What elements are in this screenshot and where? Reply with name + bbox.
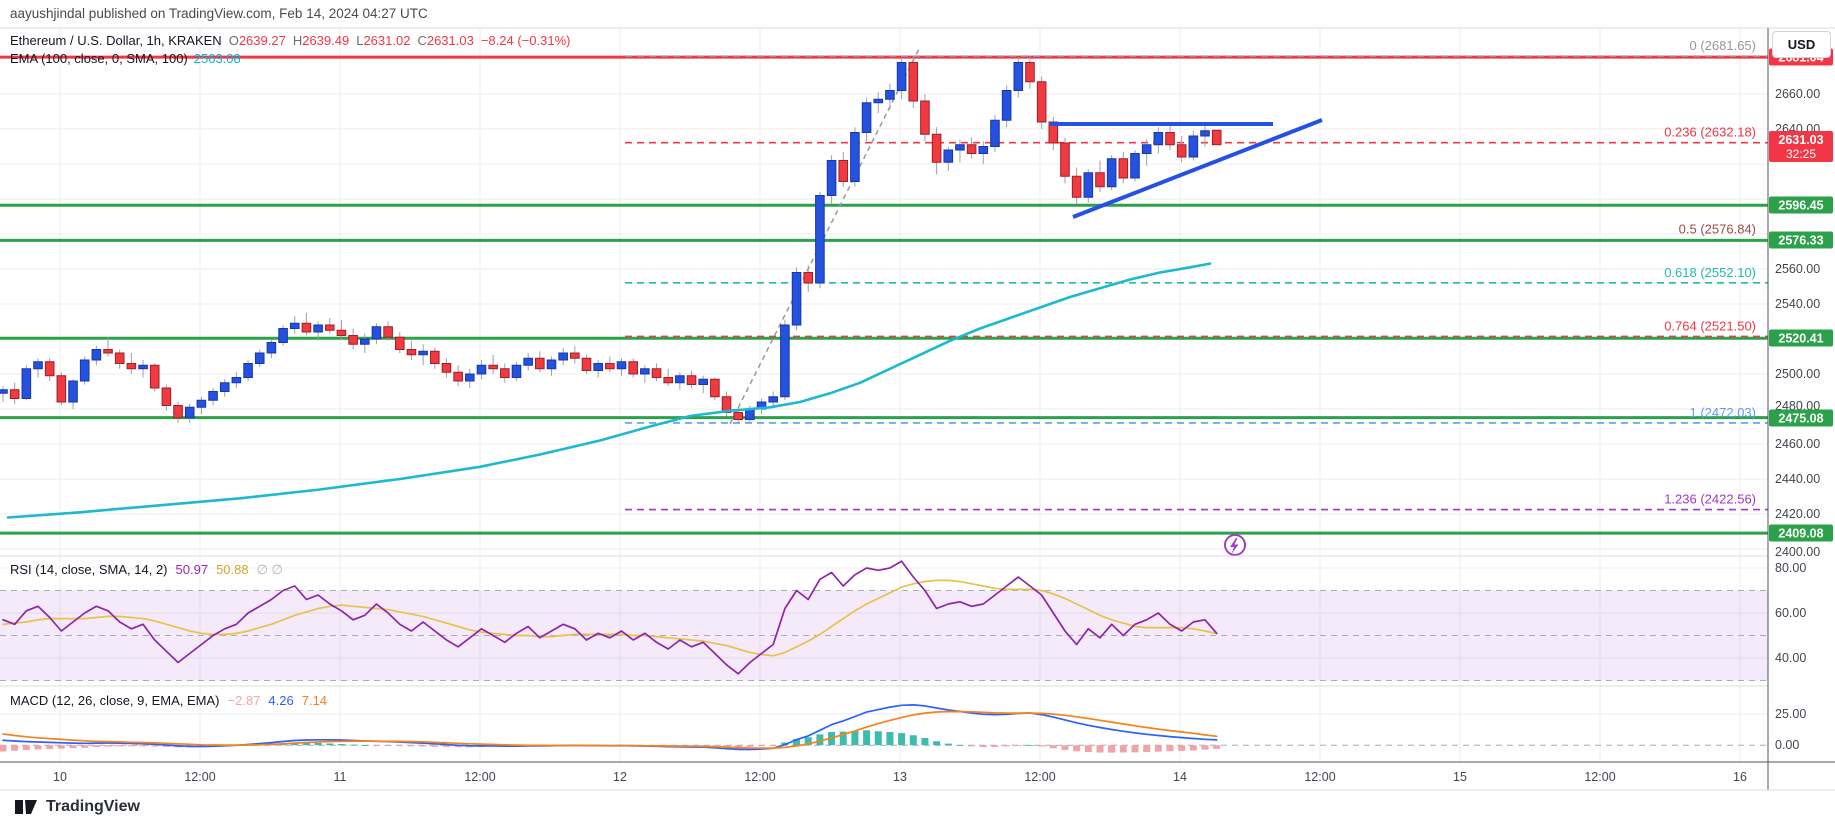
macd-signal-value: 7.14 (301, 693, 328, 708)
rsi-band (0, 590, 1768, 746)
open-label: O (228, 33, 239, 48)
svg-text:12:00: 12:00 (464, 770, 495, 784)
svg-text:12: 12 (613, 770, 627, 784)
svg-text:0.5 (2576.84): 0.5 (2576.84) (1679, 222, 1756, 237)
svg-text:11: 11 (334, 770, 347, 784)
ema-title[interactable]: EMA (100, close, 0, SMA, 100) (10, 51, 188, 66)
svg-text:2460.00: 2460.00 (1775, 437, 1820, 451)
open-value: 2639.27 (238, 33, 286, 48)
svg-text:12:00: 12:00 (1304, 770, 1335, 784)
ema-legend[interactable]: EMA (100, close, 0, SMA, 100) 2563.08 (10, 51, 241, 66)
currency-unit-button[interactable]: USD (1772, 31, 1831, 58)
price-axis[interactable]: 2660.002640.002560.002540.002500.002480.… (1775, 87, 1820, 752)
svg-text:2660.00: 2660.00 (1775, 87, 1820, 101)
rsi-title[interactable]: RSI (14, close, SMA, 14, 2) (10, 562, 168, 577)
macd-line (2, 704, 1218, 751)
macd-title[interactable]: MACD (12, 26, close, 9, EMA, EMA) (10, 693, 220, 708)
svg-text:2440.00: 2440.00 (1775, 472, 1820, 486)
symbol-title[interactable]: Ethereum / U.S. Dollar, 1h, KRAKEN (10, 33, 222, 48)
low-label: L (356, 33, 364, 48)
svg-text:2520.41: 2520.41 (1778, 332, 1823, 346)
svg-text:1.236 (2422.56): 1.236 (2422.56) (1664, 492, 1756, 507)
svg-text:2420.00: 2420.00 (1775, 507, 1820, 521)
svg-text:0.764 (2521.50): 0.764 (2521.50) (1664, 318, 1756, 333)
svg-text:16: 16 (1733, 770, 1747, 784)
svg-text:12:00: 12:00 (744, 770, 775, 784)
svg-text:13: 13 (893, 770, 907, 784)
tradingview-footer[interactable]: TradingView (14, 796, 140, 818)
rsi-empty-set-icons: ∅ ∅ (256, 562, 283, 577)
high-label: H (292, 33, 303, 48)
fib-labels: 0 (2681.65) 0.236 (2632.18) 0.5 (2576.84) 0… (1664, 38, 1756, 506)
chart-frame (0, 27, 1835, 791)
svg-text:32:25: 32:25 (1786, 147, 1816, 161)
svg-text:80.00: 80.00 (1775, 561, 1806, 575)
svg-text:1 (2472.03): 1 (2472.03) (1690, 405, 1757, 420)
rsi-smoothing-value: 50.88 (216, 562, 249, 577)
candlestick-series (0, 55, 1222, 424)
rsi-legend[interactable]: RSI (14, close, SMA, 14, 2) 50.97 50.88 ∅ ∅ (10, 562, 283, 578)
rsi-value: 50.97 (175, 562, 209, 577)
horizontal-price-lines[interactable] (0, 55, 1768, 535)
symbol-legend[interactable]: Ethereum / U.S. Dollar, 1h, KRAKEN O2639.… (10, 33, 570, 48)
macd-legend[interactable]: MACD (12, 26, close, 9, EMA, EMA) −2.87 4.… (10, 693, 327, 708)
attribution-text: aayushjindal published on TradingView.co… (10, 6, 428, 21)
macd-signal-line (2, 710, 1218, 749)
svg-text:10: 10 (53, 770, 67, 784)
svg-text:2560.00: 2560.00 (1775, 262, 1820, 276)
svg-text:12:00: 12:00 (1584, 770, 1615, 784)
svg-text:12:00: 12:00 (184, 770, 215, 784)
svg-text:40.00: 40.00 (1775, 651, 1806, 665)
svg-text:2475.08: 2475.08 (1778, 412, 1823, 426)
svg-text:12:00: 12:00 (1024, 770, 1055, 784)
grid-lines (0, 28, 1768, 762)
trend-drawings[interactable] (1050, 118, 1323, 219)
fib-retracement[interactable] (625, 55, 1768, 511)
high-value: 2639.49 (302, 33, 350, 48)
low-value: 2631.02 (363, 33, 411, 48)
svg-text:15: 15 (1453, 770, 1467, 784)
time-axis[interactable]: 10 12:00 11 12:00 12 12:00 13 12:00 14 12:00 15 12:… (53, 770, 1747, 784)
close-label: C (417, 33, 427, 48)
tradingview-brand-text: TradingView (46, 798, 140, 815)
svg-text:2631.03: 2631.03 (1778, 133, 1823, 147)
rsi-smoothing-line (2, 579, 1218, 657)
ema-value: 2563.08 (193, 51, 241, 66)
macd-line-value: 4.26 (268, 693, 294, 708)
svg-text:0.00: 0.00 (1775, 738, 1799, 752)
svg-text:2596.45: 2596.45 (1778, 199, 1823, 213)
svg-text:60.00: 60.00 (1775, 606, 1806, 620)
svg-text:2540.00: 2540.00 (1775, 297, 1820, 311)
rsi-line (2, 560, 1218, 675)
macd-histogram-value: −2.87 (227, 693, 261, 708)
svg-text:0.618 (2552.10): 0.618 (2552.10) (1664, 265, 1756, 280)
change-value: −8.24 (−0.31%) (480, 33, 571, 48)
close-value: 2631.03 (426, 33, 474, 48)
svg-text:0 (2681.65): 0 (2681.65) (1690, 38, 1757, 53)
svg-text:2500.00: 2500.00 (1775, 367, 1820, 381)
ema-line (6, 262, 1212, 519)
svg-text:0.236 (2632.18): 0.236 (2632.18) (1664, 125, 1756, 140)
svg-text:2576.33: 2576.33 (1778, 234, 1823, 248)
svg-text:2409.08: 2409.08 (1778, 527, 1823, 541)
macd-histogram (0, 730, 1221, 753)
svg-text:14: 14 (1173, 770, 1187, 784)
tradingview-logo-icon (15, 800, 37, 814)
svg-text:25.00: 25.00 (1775, 707, 1806, 721)
lightning-marker[interactable] (1224, 534, 1246, 556)
svg-text:2400.00: 2400.00 (1775, 545, 1820, 559)
